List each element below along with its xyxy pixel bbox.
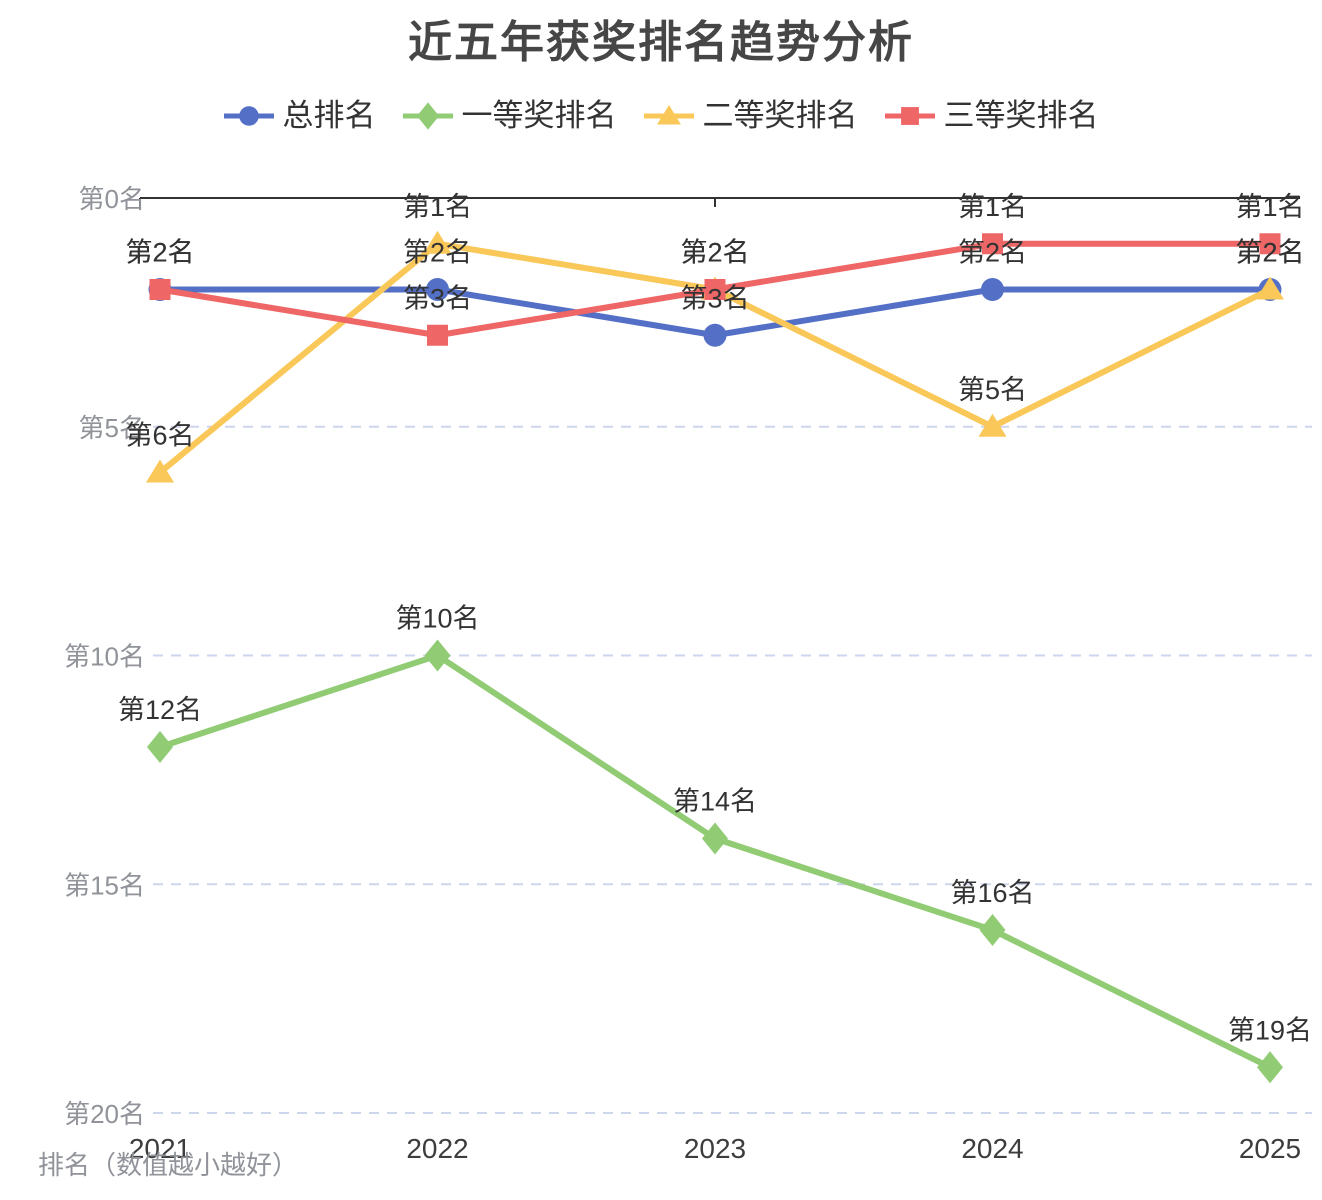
data-label: 第10名	[395, 604, 479, 634]
data-label: 第2名	[680, 238, 749, 268]
square-marker[interactable]	[1259, 233, 1281, 255]
data-label: 第1名	[403, 192, 472, 222]
diamond-marker[interactable]	[979, 914, 1006, 946]
data-label: 第1名	[1235, 192, 1304, 222]
diamond-marker[interactable]	[147, 731, 173, 763]
triangle-marker[interactable]	[423, 230, 452, 254]
square-marker[interactable]	[149, 279, 171, 300]
triangle-marker[interactable]	[978, 413, 1007, 437]
legend-label: 三等奖排名	[943, 98, 1099, 133]
triangle-marker[interactable]	[146, 459, 174, 483]
data-label: 第2名	[1235, 238, 1304, 268]
chart-title: 近五年获奖排名趋势分析	[408, 18, 914, 67]
legend-square-icon	[884, 106, 935, 125]
square-marker[interactable]	[427, 324, 448, 346]
x-axis-tick-label: 2022	[406, 1133, 468, 1164]
data-label: 第2名	[680, 238, 749, 268]
diamond-marker[interactable]	[424, 639, 451, 672]
circle-marker[interactable]	[703, 323, 727, 347]
series-line	[157, 652, 1273, 1071]
x-axis-tick-label: 2025	[1239, 1133, 1301, 1164]
legend-item-3[interactable]: 三等奖排名	[884, 98, 1099, 133]
legend-item-2[interactable]: 二等奖排名	[643, 98, 858, 133]
data-label: 第2名	[1235, 238, 1304, 268]
y-axis-tick-label: 第15名	[64, 870, 145, 900]
legend-item-1[interactable]: 一等奖排名	[402, 98, 617, 133]
data-label: 第12名	[118, 695, 202, 725]
triangle-marker	[656, 104, 681, 124]
diamond-marker[interactable]	[1257, 1051, 1283, 1084]
legend-label: 总排名	[282, 98, 376, 133]
legend-diamond-icon	[402, 101, 453, 130]
legend-circle-icon	[223, 105, 274, 126]
data-label: 第3名	[403, 283, 472, 313]
circle-marker[interactable]	[426, 278, 449, 301]
data-label: 第19名	[1228, 1015, 1312, 1045]
triangle-marker[interactable]	[1256, 276, 1284, 300]
data-label: 第2名	[403, 238, 472, 268]
y-axis-tick-label: 第10名	[64, 642, 145, 672]
legend: 总排名 一等奖排名 二等奖排名 三等奖排名	[0, 100, 1322, 131]
legend-label: 一等奖排名	[461, 98, 617, 133]
y-axis-tick-label: 第5名	[79, 413, 145, 443]
data-label: 第3名	[680, 283, 749, 313]
legend-label: 二等奖排名	[702, 98, 858, 133]
data-label: 第14名	[673, 787, 757, 817]
square-marker[interactable]	[704, 279, 726, 300]
data-label: 第2名	[125, 238, 194, 268]
circle-marker	[238, 105, 259, 126]
x-axis-tick-label: 2023	[684, 1133, 746, 1164]
y-axis-tick-label: 第0名	[79, 184, 145, 214]
diamond-marker	[416, 101, 439, 130]
x-axis-tick-label: 2021	[129, 1133, 191, 1164]
y-axis-tick-label: 第20名	[64, 1099, 145, 1129]
square-marker[interactable]	[982, 233, 1003, 255]
x-axis-tick-label: 2024	[961, 1133, 1023, 1164]
data-label: 第2名	[958, 238, 1027, 268]
data-label: 第16名	[950, 878, 1034, 908]
y-axis-name: 排名（数值越小越好）	[38, 1150, 298, 1180]
diamond-marker[interactable]	[702, 822, 728, 855]
circle-marker[interactable]	[981, 278, 1004, 301]
data-label: 第1名	[958, 192, 1027, 222]
legend-triangle-icon	[643, 104, 694, 124]
data-label: 第2名	[125, 238, 194, 268]
data-label: 第5名	[958, 375, 1027, 405]
data-label: 第6名	[125, 421, 194, 451]
square-marker	[900, 106, 919, 125]
legend-item-0[interactable]: 总排名	[223, 98, 376, 133]
